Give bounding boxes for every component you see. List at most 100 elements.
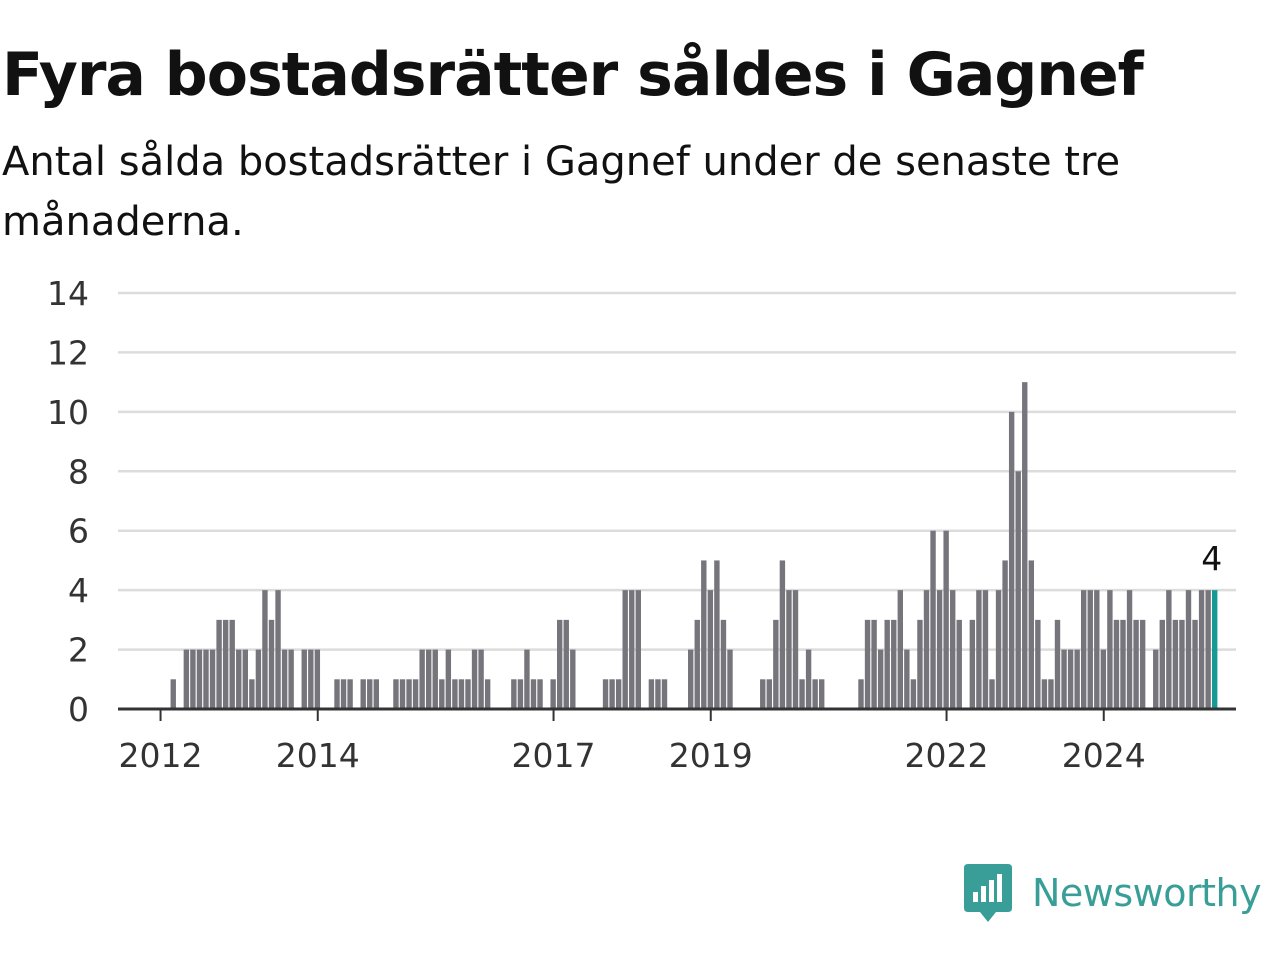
- bar: [615, 679, 622, 709]
- bar: [399, 679, 406, 709]
- bar: [334, 679, 340, 709]
- bar: [1198, 590, 1205, 709]
- bar: [484, 679, 491, 709]
- bar: [537, 679, 543, 709]
- bar: [661, 679, 668, 709]
- bar: [923, 590, 930, 709]
- bar: [688, 649, 694, 709]
- bar: [1094, 590, 1100, 709]
- bar: [1022, 382, 1028, 709]
- bar: [426, 649, 432, 709]
- bar: [236, 649, 242, 709]
- bar-chart: 0 2 4 6 8 10 12 14 2012 2014 2017 2019 2022 2024 4: [47, 274, 1236, 775]
- bar: [301, 649, 307, 709]
- bar: [602, 679, 609, 709]
- bar: [1133, 619, 1139, 709]
- bar: [956, 619, 962, 709]
- bar: [760, 679, 766, 709]
- latest-value-label: 4: [1201, 539, 1222, 578]
- bar: [1179, 619, 1185, 709]
- bar: [819, 679, 825, 709]
- bar: [412, 679, 419, 709]
- bar: [1002, 560, 1008, 709]
- bar: [792, 590, 799, 709]
- bar: [1048, 679, 1054, 709]
- bar: [720, 619, 727, 709]
- y-tick-label: 10: [47, 393, 89, 432]
- bar: [1185, 590, 1192, 709]
- bar: [884, 619, 890, 709]
- bar: [858, 679, 864, 709]
- bar: [242, 649, 248, 709]
- bar-latest: [1212, 590, 1218, 709]
- brand-name: Newsworthy: [1032, 871, 1262, 915]
- bar: [1107, 590, 1113, 709]
- bar: [570, 649, 576, 709]
- bar: [557, 619, 563, 709]
- bar: [877, 649, 884, 709]
- bar: [609, 679, 615, 709]
- bar: [563, 619, 569, 709]
- bar: [1192, 619, 1198, 709]
- bar: [209, 649, 216, 709]
- bar: [1139, 619, 1146, 709]
- bar: [989, 679, 995, 709]
- bar: [812, 679, 818, 709]
- bar: [288, 649, 294, 709]
- x-tick-label: 2014: [276, 736, 360, 775]
- bar: [452, 679, 458, 709]
- bar: [1126, 590, 1133, 709]
- bar: [203, 649, 209, 709]
- bar: [1015, 471, 1021, 709]
- bar: [1008, 411, 1015, 709]
- bar: [1067, 649, 1074, 709]
- bar: [530, 679, 537, 709]
- bar: [190, 649, 196, 709]
- bar: [196, 649, 203, 709]
- bar: [262, 590, 268, 709]
- x-tick-label: 2019: [669, 736, 753, 775]
- bar: [936, 590, 943, 709]
- bar: [511, 679, 517, 709]
- bar: [255, 649, 262, 709]
- bar: [1166, 590, 1172, 709]
- bar: [707, 590, 714, 709]
- bar: [655, 679, 661, 709]
- bar: [805, 649, 812, 709]
- bar: [714, 560, 720, 709]
- bar: [910, 679, 917, 709]
- bar: [917, 619, 923, 709]
- chart-subtitle: Antal sålda bostadsrätter i Gagnef under…: [2, 139, 1121, 245]
- y-tick-label: 8: [68, 452, 89, 491]
- bar: [314, 649, 321, 709]
- bar: [1087, 590, 1093, 709]
- brand-logo: Newsworthy: [962, 862, 1262, 924]
- bar: [393, 679, 399, 709]
- bar: [249, 679, 255, 709]
- bar: [478, 649, 484, 709]
- x-tick-label: 2017: [512, 736, 596, 775]
- y-tick-label: 12: [47, 333, 89, 372]
- bar: [1041, 679, 1048, 709]
- bar: [995, 590, 1002, 709]
- bar: [373, 679, 379, 709]
- bar: [1054, 619, 1061, 709]
- bar: [170, 679, 176, 709]
- chart-title: Fyra bostadsrätter såldes i Gagnef: [2, 40, 1144, 110]
- bar: [930, 530, 936, 709]
- bar: [183, 649, 190, 709]
- bar: [1120, 619, 1126, 709]
- bar: [216, 619, 222, 709]
- x-tick-label: 2024: [1062, 736, 1146, 775]
- bar: [347, 679, 353, 709]
- bar: [229, 619, 235, 709]
- bar: [1061, 649, 1067, 709]
- bar: [629, 590, 635, 709]
- y-tick-label: 4: [68, 571, 89, 610]
- bar-chart-bubble-icon: [964, 864, 1012, 922]
- bar: [871, 619, 877, 709]
- bar: [406, 679, 412, 709]
- bar: [943, 530, 949, 709]
- bar: [308, 649, 314, 709]
- bar: [904, 649, 910, 709]
